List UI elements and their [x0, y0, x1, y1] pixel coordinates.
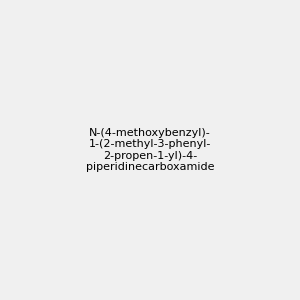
- Text: N-(4-methoxybenzyl)-
1-(2-methyl-3-phenyl-
2-propen-1-yl)-4-
piperidinecarboxami: N-(4-methoxybenzyl)- 1-(2-methyl-3-pheny…: [86, 128, 214, 172]
